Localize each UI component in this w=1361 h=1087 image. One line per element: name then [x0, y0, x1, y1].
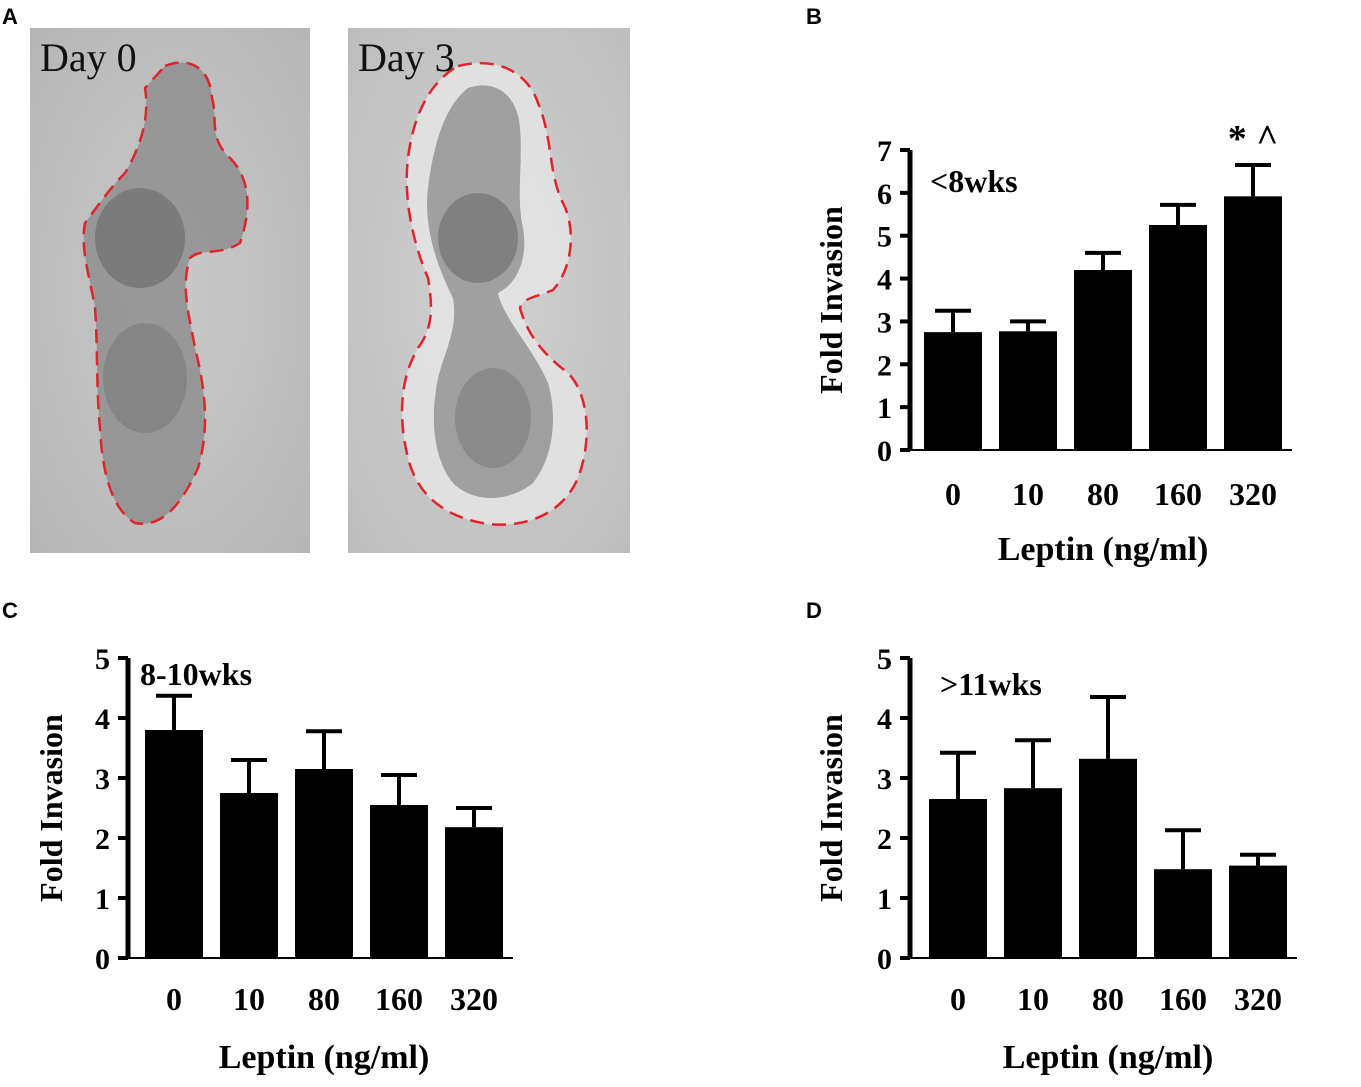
x-axis-label: Leptin (ng/ml): [998, 531, 1209, 568]
chart-b: 0 1 2 3 4 5 6 7 Fold Invasion 0 10 80 160 320 * ^ Lepti…: [800, 118, 1360, 580]
y-tick-label: 5: [95, 643, 110, 676]
chart-c-svg: 0 1 2 3 4 5 Fold Invasion 0 10 80 160 320 Leptin (ng…: [33, 643, 513, 1076]
x-tick-label: 320: [450, 981, 498, 1017]
x-tick-label: 10: [233, 981, 265, 1017]
y-tick-label: 7: [877, 135, 892, 168]
y-tick-label: 0: [95, 943, 110, 976]
chart-c: 0 1 2 3 4 5 Fold Invasion 0 10 80 160 320 Leptin (ng…: [20, 630, 580, 1085]
y-axis-label: Fold Invasion: [813, 714, 849, 902]
panel-letter-b: B: [806, 4, 822, 29]
x-tick-label: 320: [1229, 476, 1277, 512]
outline-day-3: [400, 61, 588, 526]
y-tick-label: 5: [877, 221, 892, 254]
bar: [1229, 865, 1287, 958]
y-tick-label: 1: [877, 883, 892, 916]
y-tick-label: 0: [877, 435, 892, 468]
bar: [929, 799, 987, 958]
y-tick-label: 4: [877, 703, 892, 736]
panel-letter-a: A: [2, 4, 18, 29]
x-tick-label: 10: [1017, 981, 1049, 1017]
tissue-image-day-0: [30, 28, 310, 553]
bar: [1154, 869, 1212, 958]
chart-title: 8-10wks: [140, 656, 252, 692]
bar: [1149, 225, 1207, 450]
x-tick-label: 160: [1159, 981, 1207, 1017]
y-tick-label: 4: [95, 703, 110, 736]
x-tick-label: 0: [166, 981, 182, 1017]
bar: [1224, 196, 1282, 450]
bar: [220, 793, 278, 958]
y-tick-label: 3: [877, 306, 892, 339]
chart-d: 0 1 2 3 4 5 Fold Invasion 0 10 80 160 320 Leptin (ng…: [800, 630, 1360, 1085]
x-tick-label: 0: [945, 476, 961, 512]
x-tick-label: 160: [375, 981, 423, 1017]
y-axis-label: Fold Invasion: [813, 206, 849, 394]
y-tick-label: 1: [877, 392, 892, 425]
y-tick-label: 5: [877, 643, 892, 676]
y-tick-label: 1: [95, 883, 110, 916]
x-tick-label: 10: [1012, 476, 1044, 512]
y-tick-label: 4: [877, 264, 892, 297]
x-axis-label: Leptin (ng/ml): [219, 1039, 430, 1076]
y-tick-label: 3: [95, 763, 110, 796]
chart-d-svg: 0 1 2 3 4 5 Fold Invasion 0 10 80 160 320 Leptin (ng…: [813, 643, 1297, 1076]
chart-title: <8wks: [930, 163, 1018, 199]
y-tick-label: 2: [877, 823, 892, 856]
bar: [295, 769, 353, 958]
x-tick-label: 320: [1234, 981, 1282, 1017]
y-tick-label: 3: [877, 763, 892, 796]
bar: [1079, 758, 1137, 958]
outline-day-0: [82, 61, 249, 525]
y-tick-label: 0: [877, 943, 892, 976]
x-tick-label: 160: [1154, 476, 1202, 512]
chart-title: >11wks: [940, 666, 1042, 702]
tissue-image-day-3: [348, 28, 630, 553]
x-axis-label: Leptin (ng/ml): [1003, 1039, 1214, 1076]
photo-day-3: Day 3: [348, 28, 630, 553]
y-axis-label: Fold Invasion: [33, 714, 69, 902]
x-tick-label: 80: [1092, 981, 1124, 1017]
panel-letter-d: D: [806, 598, 822, 623]
x-tick-label: 0: [950, 981, 966, 1017]
bar: [1004, 788, 1062, 958]
panel-letter-c: C: [2, 598, 18, 623]
bar: [1074, 270, 1132, 450]
bar: [924, 332, 982, 450]
chart-b-svg: 0 1 2 3 4 5 6 7 Fold Invasion 0 10 80 160 320 * ^ Lepti…: [813, 118, 1292, 568]
photo-day-0: Day 0: [30, 28, 310, 553]
y-tick-label: 6: [877, 178, 892, 211]
y-tick-label: 2: [95, 823, 110, 856]
bar: [445, 827, 503, 958]
y-tick-label: 2: [877, 349, 892, 382]
bar: [145, 730, 203, 958]
x-tick-label: 80: [1087, 476, 1119, 512]
bar: [370, 805, 428, 958]
photo-label-day-0: Day 0: [40, 35, 137, 80]
x-tick-label: 80: [308, 981, 340, 1017]
photo-label-day-3: Day 3: [358, 35, 455, 80]
bar: [999, 331, 1057, 450]
significance-annotation: * ^: [1228, 118, 1279, 160]
